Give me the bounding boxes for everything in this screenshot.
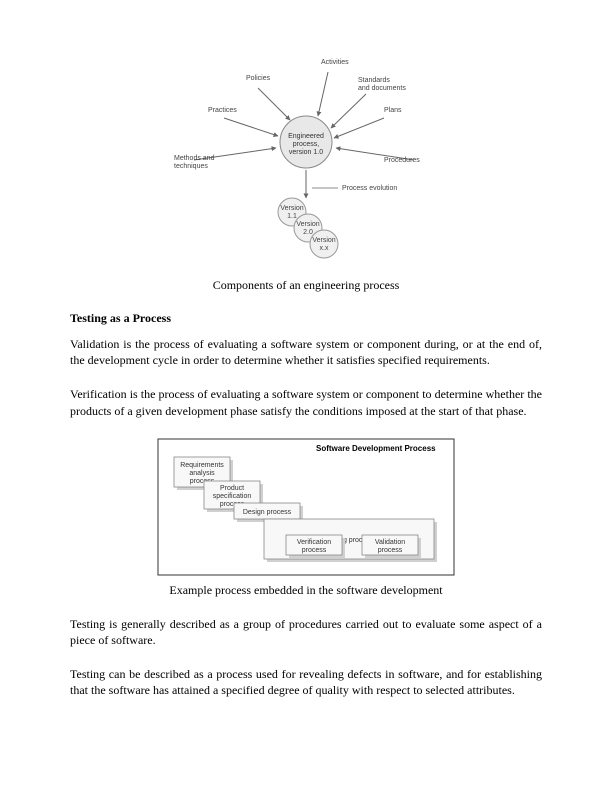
svg-text:Verification: Verification <box>297 539 331 546</box>
svg-text:Engineered: Engineered <box>288 133 324 140</box>
svg-text:Design process: Design process <box>243 509 292 516</box>
diagram1-caption: Components of an engineering process <box>70 278 542 293</box>
svg-text:1.1: 1.1 <box>287 213 297 220</box>
svg-text:techniques: techniques <box>174 163 208 170</box>
section-heading-testing: Testing as a Process <box>70 311 542 326</box>
svg-text:Validation: Validation <box>375 539 405 546</box>
svg-text:Version: Version <box>296 221 319 228</box>
svg-text:x.x: x.x <box>320 245 329 252</box>
svg-text:Activities: Activities <box>321 59 349 66</box>
svg-text:Practices: Practices <box>208 107 237 114</box>
svg-text:Standards: Standards <box>358 77 390 84</box>
svg-text:version 1.0: version 1.0 <box>289 149 323 156</box>
svg-text:Requirements: Requirements <box>180 462 224 469</box>
svg-text:Methods and: Methods and <box>174 155 215 162</box>
svg-text:process: process <box>302 547 327 554</box>
svg-text:and documents: and documents <box>358 85 406 92</box>
svg-text:Policies: Policies <box>246 75 271 82</box>
paragraph-verification: Verification is the process of evaluatin… <box>70 386 542 418</box>
diagram2-caption: Example process embedded in the software… <box>70 583 542 598</box>
svg-text:Plans: Plans <box>384 107 402 114</box>
svg-text:specification: specification <box>213 493 252 500</box>
svg-text:process: process <box>378 547 403 554</box>
svg-text:2.0: 2.0 <box>303 229 313 236</box>
svg-text:analysis: analysis <box>189 470 215 477</box>
paragraph-testing-group: Testing is generally described as a grou… <box>70 616 542 648</box>
engineering-process-diagram: Activities Standardsand documents Plans Pro… <box>166 50 446 270</box>
svg-text:Version: Version <box>312 237 335 244</box>
paragraph-validation: Validation is the process of evaluating … <box>70 336 542 368</box>
svg-text:Version: Version <box>280 205 303 212</box>
svg-text:process,: process, <box>293 141 320 148</box>
svg-text:Procedures: Procedures <box>384 157 420 164</box>
software-development-diagram: Software Development Process Requirements… <box>156 437 456 577</box>
paragraph-testing-defects: Testing can be described as a process us… <box>70 666 542 698</box>
svg-text:Process evolution: Process evolution <box>342 185 397 192</box>
svg-text:Software Development Process: Software Development Process <box>316 444 436 453</box>
svg-text:Product: Product <box>220 485 244 492</box>
